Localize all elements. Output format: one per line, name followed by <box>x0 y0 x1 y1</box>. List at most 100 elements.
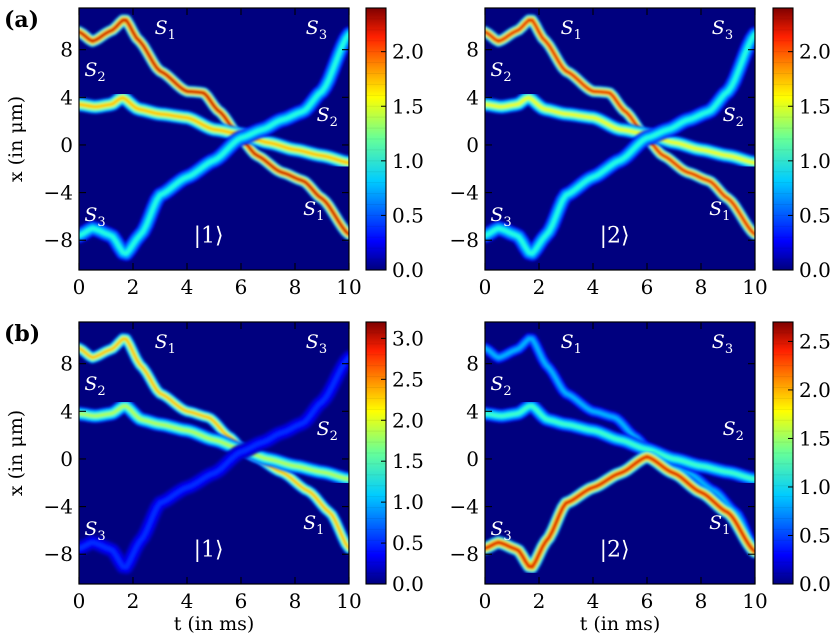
trajectory-label-sub: 3 <box>319 342 327 357</box>
trajectory-S3 <box>485 26 755 262</box>
trajectory-label-sub: 1 <box>574 342 582 357</box>
trajectory-label: S2 <box>490 59 511 85</box>
x-tick-label: 4 <box>587 589 600 613</box>
colorbar-tick-label: 2.5 <box>392 367 424 391</box>
trajectory-layer <box>79 19 349 236</box>
colorbar: 0.0 0.5 1.0 1.5 2.0 2.5 3.0 <box>365 321 424 596</box>
x-tick-label: 4 <box>181 589 194 613</box>
x-tick-label: 8 <box>695 275 708 299</box>
colorbar: 0.0 0.5 1.0 1.5 2.0 <box>365 7 424 282</box>
x-tick-label: 2 <box>127 275 140 299</box>
trajectory-label-main: S <box>561 331 574 353</box>
trajectory-label-sub: 1 <box>168 342 176 357</box>
colorbar-tick-label: 0.0 <box>799 572 830 596</box>
y-tick-label: 4 <box>60 399 73 423</box>
x-axis-label: t (in ms) <box>174 613 255 635</box>
y-tick-label: −4 <box>44 181 73 205</box>
y-tick-label: 0 <box>466 447 479 471</box>
colorbar-tick-label: 2.0 <box>392 40 424 64</box>
colorbar-tick-label: 0.0 <box>392 258 424 282</box>
colorbar-tick-label: 0.5 <box>392 531 424 555</box>
plot-frame <box>78 321 350 585</box>
trajectory-label-sub: 3 <box>503 529 511 544</box>
y-axis-label: x (in μm) <box>5 410 27 496</box>
y-tick-label: −8 <box>450 228 479 252</box>
x-tick-label: 2 <box>127 589 140 613</box>
trajectory-label: S1 <box>561 331 582 357</box>
x-axis-label: t (in ms) <box>580 613 661 635</box>
plot-background <box>79 8 349 270</box>
y-tick-label: 8 <box>466 38 479 62</box>
trajectory-label: S2 <box>723 104 744 130</box>
trajectory-label-main: S <box>306 17 319 39</box>
colorbar-tick-label: 0.5 <box>799 523 830 547</box>
density-plot <box>485 14 755 262</box>
trajectory-label-sub: 3 <box>97 529 105 544</box>
colorbar-tick-label: 1.0 <box>799 475 830 499</box>
trajectory-label: S1 <box>155 331 176 357</box>
colorbar-tick-label: 0.0 <box>799 258 830 282</box>
colorbar-tick-label: 1.0 <box>392 490 424 514</box>
y-tick-label: 8 <box>60 38 73 62</box>
trajectory-label-sub: 2 <box>503 384 511 399</box>
trajectory-label-main: S <box>490 373 503 395</box>
x-tick-label: 2 <box>533 589 546 613</box>
x-tick-label: 6 <box>235 589 248 613</box>
trajectory-label-main: S <box>84 373 97 395</box>
trajectory-label-main: S <box>490 204 503 226</box>
trajectory-label-main: S <box>490 59 503 81</box>
density-plot <box>79 332 349 575</box>
colorbar-tick-label: 0.5 <box>392 203 424 227</box>
x-tick-label: 6 <box>235 275 248 299</box>
state-label: |1⟩ <box>194 224 224 249</box>
trajectory-label: S1 <box>709 198 730 224</box>
trajectory-label-sub: 2 <box>736 429 744 444</box>
density-plot <box>485 332 755 574</box>
trajectory-label: S3 <box>712 17 733 43</box>
colorbar-gradient <box>773 8 793 270</box>
trajectory-label-sub: 3 <box>725 28 733 43</box>
trajectory-label: S2 <box>723 418 744 444</box>
trajectory-label-sub: 1 <box>316 209 324 224</box>
trajectory-label: S2 <box>84 59 105 85</box>
trajectory-label: S1 <box>303 512 324 538</box>
trajectory-label: S2 <box>317 104 338 130</box>
y-tick-label: 8 <box>466 352 479 376</box>
trajectory-S1 <box>485 14 755 241</box>
trajectory-label: S3 <box>490 204 511 230</box>
trajectory-label-sub: 3 <box>725 342 733 357</box>
y-tick-label: 0 <box>60 447 73 471</box>
trajectory-label-sub: 1 <box>316 523 324 538</box>
trajectory-label: S2 <box>84 373 105 399</box>
x-tick-label: 10 <box>742 589 767 613</box>
trajectory-label-sub: 2 <box>97 384 105 399</box>
colorbar-tick-label: 1.0 <box>392 149 424 173</box>
trajectory-label-sub: 3 <box>319 28 327 43</box>
density-plot <box>79 14 349 262</box>
plot-frame <box>484 7 756 271</box>
state-label: |2⟩ <box>600 538 630 563</box>
trajectory-label-sub: 2 <box>330 429 338 444</box>
trajectory-label-main: S <box>303 198 316 220</box>
trajectory-label: S3 <box>84 518 105 544</box>
trajectory-S1 <box>79 332 349 555</box>
trajectory-layer <box>485 33 755 255</box>
x-tick-label: 4 <box>587 275 600 299</box>
y-tick-label: 4 <box>466 85 479 109</box>
trajectory-S1 <box>79 14 349 241</box>
trajectory-label-main: S <box>306 331 319 353</box>
colorbar-tick-label: 0.0 <box>392 572 424 596</box>
trajectory-label-main: S <box>712 17 725 39</box>
trajectory-label-main: S <box>709 512 722 534</box>
colorbar: 0.0 0.5 1.0 1.5 2.0 <box>772 7 830 282</box>
trajectory-label-main: S <box>317 418 330 440</box>
trajectory-S1 <box>485 332 755 555</box>
trajectory-label-sub: 2 <box>330 115 338 130</box>
trajectory-layer <box>485 455 755 568</box>
trajectory-label-main: S <box>723 104 736 126</box>
plot-background <box>79 322 349 584</box>
trajectory-label-sub: 3 <box>503 215 511 230</box>
